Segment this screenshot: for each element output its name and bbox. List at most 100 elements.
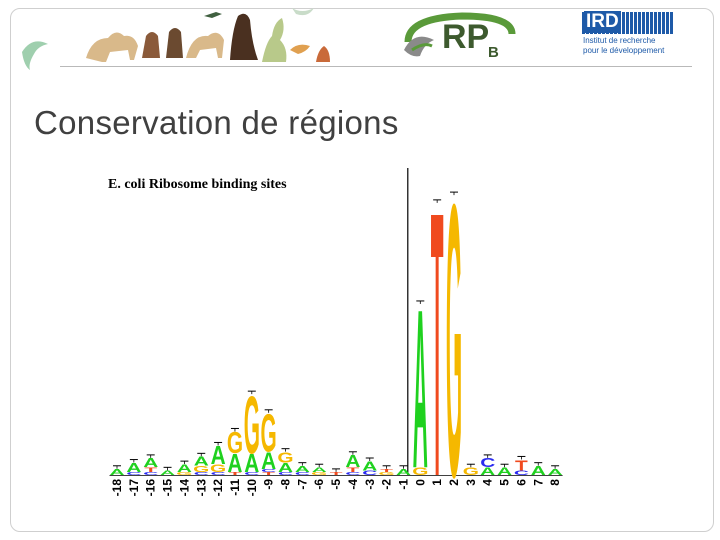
position-tick-label: -8 (279, 479, 293, 490)
logo-letter-A: A (480, 465, 495, 477)
logo-letter-C: C (126, 471, 141, 476)
logo-letter-C: C (278, 471, 293, 476)
position-tick-label: -13 (194, 479, 208, 497)
position-tick-label: 5 (498, 479, 512, 486)
position-tick-label: -17 (127, 479, 141, 497)
logo-letter-A: A (312, 466, 327, 473)
logo-letter-G: G (446, 158, 462, 510)
position-tick-label: -1 (396, 479, 410, 490)
logo-letter-T: T (431, 158, 444, 510)
logo-letter-T: T (262, 471, 276, 476)
logo-letter-A: A (497, 465, 512, 477)
logo-letter-A: A (396, 468, 412, 477)
logo-letter-G: G (176, 471, 192, 476)
logo-letter-C: C (211, 471, 226, 476)
camel-silhouette (86, 32, 138, 62)
dragonfly-silhouette (204, 12, 222, 18)
position-tick-label: 8 (548, 479, 562, 486)
logo-letter-A: A (211, 441, 226, 470)
ird-logo-name: IRD (584, 11, 621, 33)
rpb-logo-icon (404, 12, 516, 57)
slide-frame (10, 8, 714, 532)
logo-letter-C: C (143, 471, 158, 476)
logo-letter-A: A (261, 448, 276, 475)
position-tick-label: -6 (312, 479, 326, 490)
logo-letter-T: T (380, 468, 394, 473)
position-tick-label: -14 (177, 479, 191, 497)
logo-letter-A: A (244, 449, 259, 478)
logo-letter-G: G (227, 425, 243, 460)
position-tick-label: -5 (329, 479, 343, 490)
logo-letter-C: C (244, 471, 259, 476)
position-tick-label: 6 (514, 479, 528, 486)
logo-letter-G: G (378, 471, 394, 476)
logo-letter-A: A (143, 455, 159, 470)
logo-letter-G: G (261, 403, 277, 464)
logo-letter-T: T (144, 466, 158, 473)
logo-letter-T: T (330, 471, 344, 476)
logo-letter-A: A (177, 462, 192, 474)
logo-letter-A: A (227, 449, 242, 478)
rpb-logo-subscript: B (488, 44, 499, 61)
logo-letter-A: A (548, 468, 564, 477)
logo-letter-A: A (295, 465, 311, 474)
position-tick-label: -16 (144, 479, 158, 497)
logo-letter-A: A (109, 468, 125, 477)
logo-letter-T: T (515, 457, 528, 474)
logo-letter-G: G (244, 379, 260, 471)
woman-silhouette (230, 13, 258, 60)
position-tick-label: -9 (262, 479, 276, 490)
logo-letter-A: A (194, 454, 210, 469)
person-silhouette (166, 28, 183, 58)
logo-letter-A: A (531, 463, 547, 478)
position-tick-label: 3 (464, 479, 478, 486)
position-tick-label: -7 (295, 479, 309, 490)
position-tick-label: 4 (481, 479, 495, 486)
slide-title: Conservation de régions (34, 104, 399, 141)
logo-letter-C: C (261, 468, 276, 473)
header-divider (60, 66, 692, 67)
logo-letter-T: T (347, 466, 361, 473)
logo-letter-G: G (311, 471, 327, 476)
position-tick-label: -10 (245, 479, 259, 497)
position-tick-label: 1 (430, 479, 444, 486)
logo-letter-C: C (480, 455, 496, 470)
logo-letter-G: G (210, 462, 226, 474)
logo-letter-C: C (345, 471, 360, 476)
position-tick-label: -11 (228, 479, 242, 496)
ird-logo-line1: Institut de recherche (583, 36, 656, 45)
logo-letter-A: A (413, 263, 428, 510)
fish-silhouette (290, 44, 310, 54)
logo-letter-C: C (362, 470, 377, 477)
plant-silhouette (262, 18, 287, 62)
animal-frieze-illustration (22, 8, 330, 70)
flower-silhouette (316, 46, 330, 62)
position-tick-label: -3 (363, 479, 377, 490)
rpb-logo-letters: RP (442, 18, 490, 56)
position-tick-label: -2 (380, 479, 394, 490)
position-tick-label: -12 (211, 479, 225, 497)
logo-letter-T: T (229, 471, 243, 476)
logo-letter-A: A (345, 453, 360, 472)
person-silhouette (142, 32, 160, 58)
position-tick-labels: -18 -17 -16 -15 -14 -13 -12 -11 -10 -9 -8 -7 -6 -5 -4-… (110, 479, 562, 497)
logo-letter-A: A (362, 458, 378, 473)
logo-letter-C: C (514, 470, 529, 477)
bird-silhouette (292, 8, 314, 16)
decorative-banner (22, 8, 330, 70)
position-tick-label: -4 (346, 479, 360, 490)
position-tick-label: -15 (161, 479, 175, 497)
bird-silhouette (22, 41, 48, 70)
logo-letter-A: A (126, 460, 142, 475)
logo-letter-G: G (277, 449, 293, 466)
logo-letter-C: C (194, 471, 209, 476)
camel-silhouette (186, 32, 224, 58)
position-tick-label: 0 (413, 479, 427, 486)
logo-letter-G: G (463, 465, 479, 477)
ird-logo-line2: pour le développement (583, 46, 665, 55)
position-tick-label: -18 (110, 479, 124, 497)
chart-title: E. coli Ribosome binding sites (108, 177, 287, 192)
position-tick-label: 7 (531, 479, 545, 486)
